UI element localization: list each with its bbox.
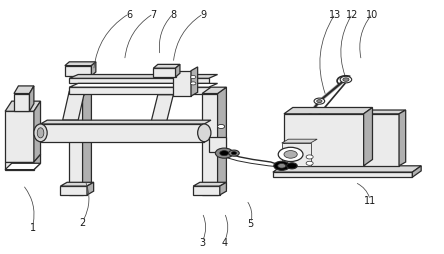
Circle shape xyxy=(306,162,313,166)
Polygon shape xyxy=(399,110,406,166)
Circle shape xyxy=(278,164,286,168)
Circle shape xyxy=(220,151,229,156)
Text: 7: 7 xyxy=(150,10,157,20)
Text: 12: 12 xyxy=(346,10,359,20)
Polygon shape xyxy=(151,96,173,122)
Circle shape xyxy=(278,148,303,162)
Polygon shape xyxy=(202,94,218,195)
Circle shape xyxy=(274,162,290,171)
Polygon shape xyxy=(34,155,40,170)
Ellipse shape xyxy=(34,124,47,142)
Circle shape xyxy=(231,152,237,155)
Polygon shape xyxy=(5,102,40,112)
Polygon shape xyxy=(40,121,211,124)
Polygon shape xyxy=(364,114,399,166)
Circle shape xyxy=(343,78,349,82)
Polygon shape xyxy=(63,92,85,121)
Text: 13: 13 xyxy=(329,10,341,20)
Polygon shape xyxy=(65,66,91,76)
Polygon shape xyxy=(193,183,226,186)
Polygon shape xyxy=(218,88,226,195)
Circle shape xyxy=(190,76,196,79)
Polygon shape xyxy=(364,110,406,114)
Polygon shape xyxy=(5,162,34,170)
Polygon shape xyxy=(191,68,198,97)
Polygon shape xyxy=(40,124,204,142)
Circle shape xyxy=(190,83,196,86)
Polygon shape xyxy=(5,112,34,162)
Polygon shape xyxy=(14,87,34,94)
Polygon shape xyxy=(209,137,226,152)
Polygon shape xyxy=(202,88,226,94)
Text: 5: 5 xyxy=(248,218,254,228)
Circle shape xyxy=(215,149,233,158)
Polygon shape xyxy=(14,94,29,112)
Polygon shape xyxy=(153,65,180,69)
Polygon shape xyxy=(60,183,94,186)
Polygon shape xyxy=(273,172,412,178)
Polygon shape xyxy=(34,102,40,162)
Circle shape xyxy=(314,99,325,105)
Text: 3: 3 xyxy=(199,237,205,247)
Ellipse shape xyxy=(198,124,211,142)
Polygon shape xyxy=(153,69,175,78)
Circle shape xyxy=(306,155,313,159)
Text: 8: 8 xyxy=(170,10,176,20)
Polygon shape xyxy=(69,84,218,88)
Text: 9: 9 xyxy=(200,10,206,20)
Polygon shape xyxy=(69,88,91,94)
Circle shape xyxy=(317,100,322,103)
Polygon shape xyxy=(284,108,373,114)
Text: 10: 10 xyxy=(366,10,379,20)
Polygon shape xyxy=(83,90,91,195)
Polygon shape xyxy=(65,62,96,66)
Text: 4: 4 xyxy=(221,237,227,247)
Circle shape xyxy=(218,125,225,129)
Polygon shape xyxy=(87,183,94,195)
Circle shape xyxy=(229,150,239,156)
Polygon shape xyxy=(69,97,83,195)
Polygon shape xyxy=(5,164,40,170)
Polygon shape xyxy=(220,183,226,195)
Polygon shape xyxy=(29,87,34,112)
Text: 11: 11 xyxy=(364,195,377,205)
Polygon shape xyxy=(151,122,166,126)
Polygon shape xyxy=(273,166,421,172)
Polygon shape xyxy=(175,65,180,78)
Polygon shape xyxy=(173,71,191,97)
Text: 6: 6 xyxy=(126,10,132,20)
Polygon shape xyxy=(69,79,209,84)
Polygon shape xyxy=(60,186,87,195)
Circle shape xyxy=(287,163,297,169)
Polygon shape xyxy=(91,62,96,76)
Polygon shape xyxy=(69,88,209,94)
Polygon shape xyxy=(63,121,78,124)
Polygon shape xyxy=(412,166,421,178)
Polygon shape xyxy=(193,186,220,195)
Ellipse shape xyxy=(37,128,44,138)
Text: 2: 2 xyxy=(79,217,86,227)
Polygon shape xyxy=(282,140,317,144)
Polygon shape xyxy=(69,75,218,79)
Text: 1: 1 xyxy=(29,222,36,232)
Polygon shape xyxy=(282,144,310,166)
Circle shape xyxy=(340,77,352,84)
Polygon shape xyxy=(364,108,373,166)
Circle shape xyxy=(284,151,297,158)
Polygon shape xyxy=(284,114,364,166)
